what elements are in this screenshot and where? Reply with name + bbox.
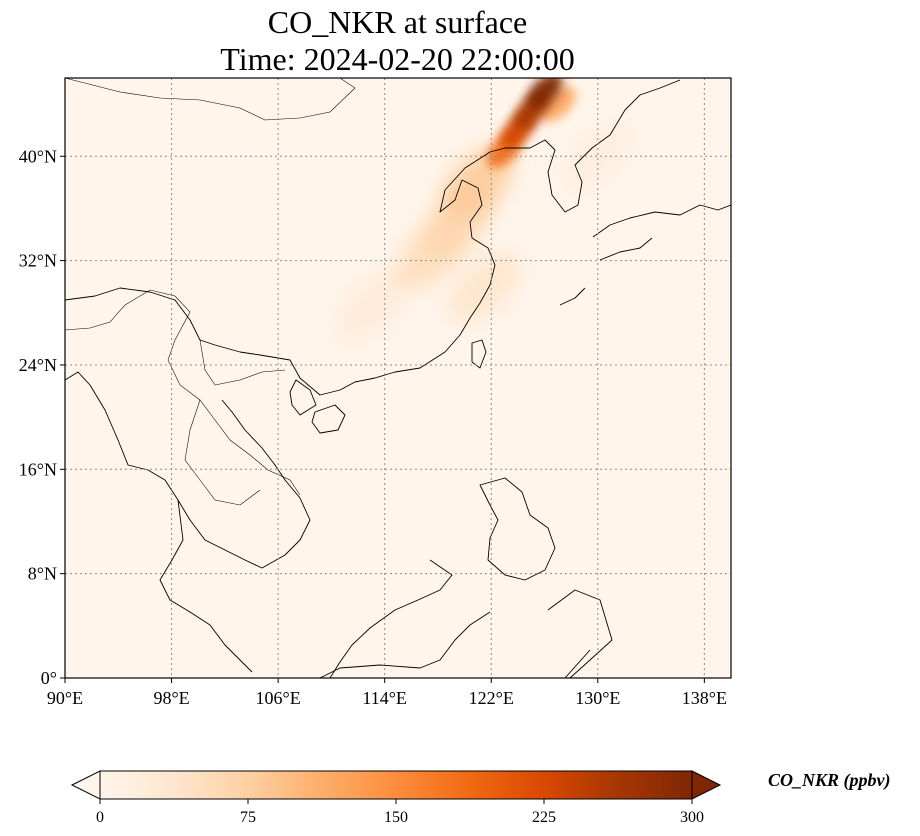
y-tick-label: 0° [41,668,57,688]
x-tick-label: 90°E [47,688,83,708]
colorbar-tick-label: 150 [384,809,408,826]
coastlines [65,79,731,678]
plume-cell [526,78,563,109]
plume-cell [540,86,576,122]
y-tick-label: 16°N [19,459,57,479]
map-time-subtitle: Time: 2024-02-20 22:00:00 [220,41,575,77]
longitude-axis: 90°E 98°E 106°E 114°E 122°E 130°E 138°E [47,678,727,708]
colorbar-tick-label: 300 [680,809,704,826]
colorbar-label: CO_NKR (ppbv) [768,770,891,790]
x-tick-label: 98°E [153,688,189,708]
map-background [65,78,731,678]
plume-cell [335,270,408,343]
plume-cell [561,120,634,193]
map-frame [64,77,732,679]
colorbar-tick-label: 75 [240,809,256,826]
y-tick-label: 24°N [19,355,57,375]
gridlines [65,78,731,678]
x-tick-label: 130°E [575,688,620,708]
x-tick-label: 114°E [362,688,407,708]
x-tick-label: 106°E [256,688,301,708]
plume-cell [448,250,521,323]
co-concentration-field [335,78,634,343]
map-title: CO_NKR at surface [267,4,528,40]
colorbar-extend-min [70,770,101,800]
x-tick-label: 122°E [469,688,514,708]
y-tick-label: 40°N [19,146,57,166]
y-tick-label: 8°N [28,564,57,584]
colorbar-extend-max [691,770,722,800]
x-tick-label: 138°E [682,688,727,708]
colorbar: 0 75 150 225 300 [70,770,722,826]
country-borders [65,78,356,506]
colorbar-gradient [99,770,693,800]
latitude-axis: 0° 8°N 16°N 24°N 32°N 40°N [19,146,65,688]
colorbar-tick-label: 0 [96,809,104,826]
colorbar-tick-label: 225 [532,809,556,826]
y-tick-label: 32°N [19,251,57,271]
